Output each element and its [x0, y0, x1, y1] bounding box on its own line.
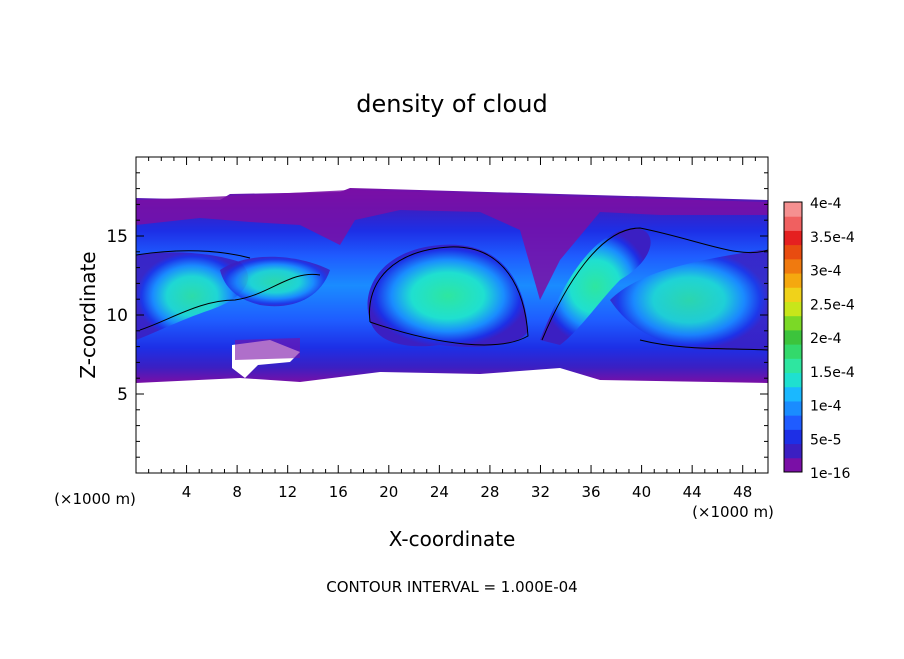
colorbar-label: 3.5e-4 [810, 230, 855, 246]
colorbar-swatch [784, 230, 802, 246]
x-tick-label: 40 [632, 483, 651, 501]
cloud-core-left-mid [220, 256, 330, 307]
colorbar-swatch [784, 443, 802, 459]
x-tick-label: 12 [278, 483, 297, 501]
cloud-top-dark [136, 190, 768, 300]
contour-line-2 [368, 246, 529, 346]
contour-line-3 [541, 227, 768, 341]
colorbar-label: 3e-4 [810, 264, 842, 280]
x-tick-label: 44 [683, 483, 702, 501]
colorbar-swatch [784, 386, 802, 402]
contour-interval-note: CONTOUR INTERVAL = 1.000E-04 [326, 578, 577, 596]
chart-title: density of cloud [356, 90, 547, 118]
colorbar-swatch [784, 329, 802, 345]
cloud-core-left [136, 252, 249, 340]
colorbar-swatch [784, 457, 802, 473]
colorbar-label: 1e-4 [810, 399, 842, 415]
contour-line-4 [136, 250, 251, 259]
x-tick-label: 28 [480, 483, 499, 501]
x-tick-label: 16 [329, 483, 348, 501]
x-tick-label: 20 [379, 483, 398, 501]
colorbar-frame [783, 201, 803, 473]
contour-line-5 [639, 339, 768, 351]
x-unit-right: (×1000 m) [692, 503, 774, 521]
colorbar-swatch [784, 429, 802, 445]
contour-line-1 [139, 273, 321, 331]
colorbar-swatch [784, 301, 802, 317]
x-axis-label: X-coordinate [389, 527, 516, 551]
colorbar-swatch [784, 216, 802, 231]
cloud-gap-magenta [235, 338, 300, 360]
x-unit-left: (×1000 m) [54, 490, 136, 508]
y-axis-label: Z-coordinate [76, 251, 100, 378]
cloud-core-center [367, 244, 528, 347]
cloud-core-right [540, 228, 651, 345]
y-tick-label: 5 [117, 385, 128, 405]
colorbar-swatch [784, 287, 802, 302]
y-axis-ticks: 5 10 15 [106, 172, 768, 458]
x-tick-label: 36 [581, 483, 600, 501]
x-axis-ticks: 4 8 12 16 20 24 28 32 36 40 44 48 [148, 157, 756, 501]
colorbar-label: 5e-5 [810, 432, 841, 448]
x-tick-label: 48 [733, 483, 752, 501]
colorbar-swatch [784, 202, 802, 217]
density-field [136, 188, 768, 383]
colorbar-swatch [784, 372, 802, 388]
x-tick-label: 8 [232, 483, 242, 501]
colorbar-swatch [784, 273, 802, 288]
colorbar-label: 4e-4 [810, 196, 842, 212]
colorbar: 1e-16 5e-5 1e-4 1.5e-4 2e-4 2.5e-4 3e-4 3.5e-4 4… [783, 196, 855, 482]
colorbar-swatch [784, 258, 802, 274]
x-tick-label: 32 [531, 483, 550, 501]
colorbar-label: 2e-4 [810, 331, 842, 347]
x-tick-label: 4 [182, 483, 192, 501]
y-tick-label: 15 [106, 227, 128, 247]
colorbar-swatch [784, 344, 802, 359]
colorbar-swatch [784, 358, 802, 374]
y-tick-label: 10 [106, 306, 128, 326]
colorbar-label: 1.5e-4 [810, 365, 855, 381]
colorbar-label: 1e-16 [810, 466, 850, 482]
colorbar-label: 2.5e-4 [810, 297, 855, 313]
colorbar-swatch [784, 315, 802, 331]
colorbar-swatch [784, 415, 802, 430]
colorbar-swatch [784, 400, 802, 416]
colorbar-swatch [784, 244, 802, 260]
x-tick-label: 24 [430, 483, 449, 501]
cloud-core-far-right [610, 250, 768, 350]
